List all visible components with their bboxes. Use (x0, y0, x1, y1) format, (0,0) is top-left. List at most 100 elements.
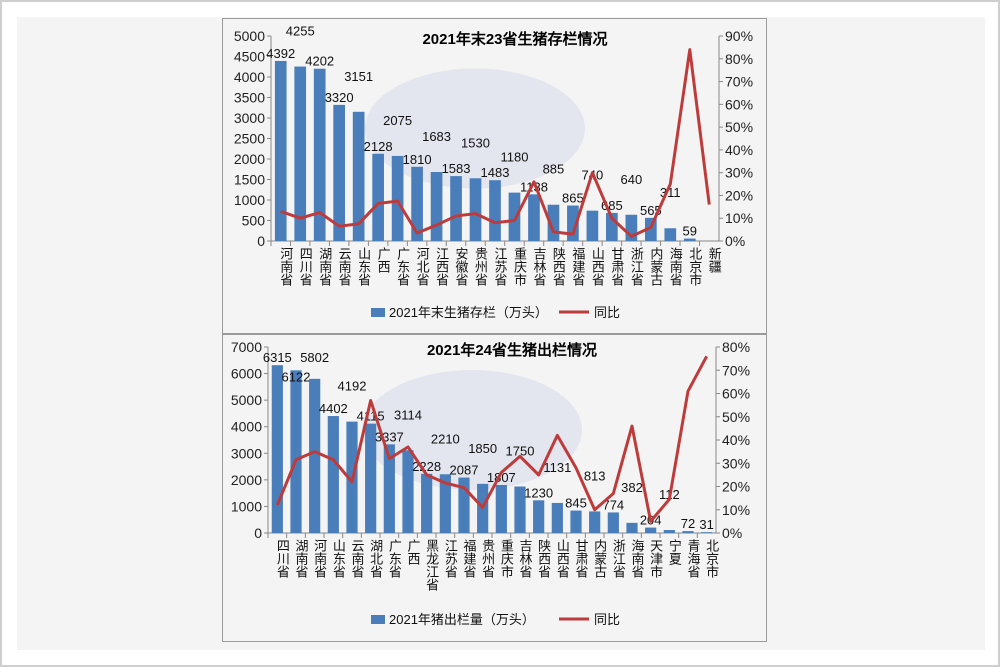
y2-tick-label: 30% (725, 165, 753, 181)
data-label: 1131 (543, 460, 571, 475)
y-tick-label: 4000 (231, 419, 262, 435)
data-label: 1530 (461, 135, 490, 150)
x-tick-label: 陕西省 (551, 247, 566, 286)
data-label: 885 (543, 162, 565, 177)
x-tick-label: 贵州省 (480, 539, 495, 578)
data-label: 6315 (263, 350, 292, 365)
bar (528, 194, 540, 241)
yoy-line (275, 355, 708, 523)
y-tick-label: 3000 (231, 445, 262, 461)
data-label: 4115 (357, 409, 385, 424)
chart-inventory: 0 500 1000 1500 2000 2500 3000 3500 4000 4500 5000… (234, 24, 753, 320)
bar (421, 473, 433, 533)
data-label: 4202 (305, 54, 334, 69)
x-tick-label: 山东省 (356, 247, 371, 286)
bar (663, 530, 675, 533)
bar (333, 104, 346, 241)
bar (327, 416, 339, 533)
data-label: 2128 (364, 139, 393, 154)
legend-bar-label: 2021年猪出栏量（万头） (389, 612, 535, 627)
bar (508, 192, 521, 241)
x-tick-label: 江苏省 (443, 539, 458, 578)
x-tick-label: 宁夏 (667, 538, 682, 565)
x-tick-label: 甘肃省 (609, 247, 624, 286)
watermark-logo (365, 68, 585, 189)
y-tick-label: 3500 (234, 90, 265, 106)
bar (682, 531, 694, 533)
bar (352, 111, 365, 242)
x-tick-label: 河北省 (415, 247, 430, 286)
data-label: 1850 (468, 441, 497, 456)
chart-inventory-panel: 0 500 1000 1500 2000 2500 3000 3500 4000 4500 5000… (222, 18, 767, 334)
bar (430, 171, 443, 241)
legend-bar-swatch (371, 615, 385, 624)
y2-tick-label: 40% (722, 432, 750, 448)
y-tick-label: 6000 (231, 366, 262, 382)
bar (489, 180, 501, 241)
bar (551, 502, 563, 533)
x-tick-label: 广西 (376, 247, 391, 273)
bar (469, 178, 482, 241)
bar (533, 500, 545, 533)
bar (411, 166, 423, 241)
y-tick-label: 5000 (231, 392, 262, 408)
data-label: 6122 (282, 369, 311, 384)
chart-title: 2021年末23省生猪存栏情况 (422, 30, 607, 48)
bar (607, 512, 619, 533)
bar (372, 153, 384, 241)
x-tick-label: 浙江省 (611, 539, 626, 578)
x-tick-label: 内蒙古 (592, 538, 607, 578)
data-label: 1483 (481, 165, 510, 180)
bar (625, 214, 638, 241)
data-label: 59 (683, 224, 697, 239)
bar (495, 484, 507, 533)
y2-tick-label: 20% (725, 187, 753, 203)
x-tick-label: 山西省 (590, 247, 605, 286)
bar (402, 450, 414, 533)
bar (626, 522, 638, 533)
data-label: 3151 (344, 69, 373, 84)
chart-slaughter-panel: 0 1000 2000 3000 4000 5000 6000 7000 0% 10% 20% 30%… (222, 333, 767, 642)
data-label: 382 (621, 480, 643, 495)
y2-tick-label: 30% (722, 455, 750, 471)
y-tick-label: 2000 (234, 151, 265, 167)
x-tick-label: 云南省 (337, 247, 352, 286)
data-label: 1230 (524, 485, 553, 500)
y-tick-label: 1500 (234, 172, 265, 188)
x-tick-label: 山西省 (555, 539, 570, 578)
y2-tick-label: 50% (725, 119, 753, 135)
x-tick-label: 黑龙江省 (424, 539, 439, 591)
bar (645, 527, 657, 533)
y-tick-label: 0 (254, 525, 262, 541)
y2-tick-label: 80% (722, 339, 750, 355)
x-tick-label: 青海省 (686, 539, 701, 578)
bar (313, 68, 326, 241)
x-tick-label: 海南省 (668, 247, 683, 286)
chart-title: 2021年24省生猪出栏情况 (427, 341, 597, 359)
bar (365, 423, 377, 533)
legend-line-label: 同比 (594, 612, 620, 627)
data-label: 1810 (403, 152, 432, 167)
y-tick-label: 500 (242, 213, 266, 229)
data-label: 4255 (286, 24, 315, 39)
bar (383, 444, 395, 533)
x-tick-label: 北京市 (704, 539, 719, 578)
data-label: 31 (699, 517, 713, 532)
x-tick-label: 四川省 (298, 247, 313, 286)
x-tick-label: 安徽省 (454, 247, 469, 286)
y-tick-label: 2000 (231, 472, 262, 488)
legend-bar-swatch (371, 308, 385, 317)
x-tick-label: 云南省 (350, 539, 365, 578)
x-tick-label: 山东省 (331, 539, 346, 578)
data-label: 813 (584, 468, 606, 483)
bar (683, 238, 696, 241)
data-label: 1807 (487, 470, 516, 485)
y2-tick-label: 90% (725, 28, 753, 44)
data-label: 72 (681, 516, 695, 531)
x-tick-label: 海南省 (630, 539, 645, 578)
bar (274, 60, 287, 241)
y-tick-label: 5000 (234, 28, 265, 44)
x-tick-label: 广东省 (387, 539, 402, 578)
bar (294, 66, 307, 241)
